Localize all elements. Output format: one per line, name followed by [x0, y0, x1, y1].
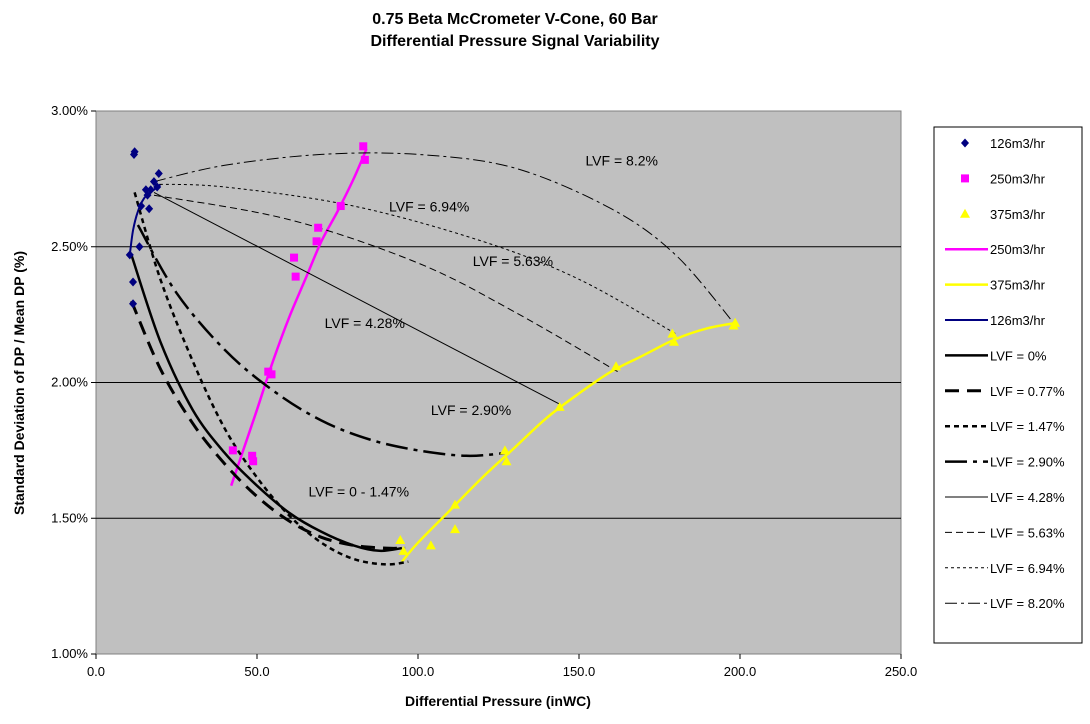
curve-annotations: LVF = 8.2% LVF = 6.94% LVF = 5.63% LVF = 4.…: [309, 152, 658, 499]
legend-label: LVF = 6.94%: [990, 561, 1065, 576]
x-tick-label: 50.0: [244, 664, 269, 679]
series-curve: [130, 254, 403, 553]
grid-lines: [96, 246, 901, 519]
data-point: [129, 299, 138, 309]
legend-label: 375m3/hr: [990, 278, 1046, 293]
data-point: [125, 250, 134, 260]
legend-marker: [961, 174, 969, 183]
data-point: [359, 142, 368, 151]
data-point: [149, 177, 158, 187]
data-point: [154, 168, 163, 178]
data-point: [730, 317, 741, 327]
data-point: [336, 202, 345, 211]
data-point: [450, 524, 461, 534]
legend-label: 126m3/hr: [990, 313, 1046, 328]
y-tick-label: 2.00%: [51, 375, 88, 390]
y-axis-label: Standard Deviation of DP / Mean DP (%): [11, 251, 27, 515]
x-tick-label: 0.0: [87, 664, 105, 679]
series-curve: [133, 192, 409, 566]
series-curve: [153, 191, 560, 405]
curve-annotation: LVF = 6.94%: [389, 198, 469, 214]
data-point: [145, 204, 154, 214]
y-tick-label: 2.50%: [51, 239, 88, 254]
x-axis-label: Differential Pressure (inWC): [405, 693, 591, 709]
data-point: [398, 545, 409, 555]
data-point: [129, 277, 138, 287]
legend-label: LVF = 4.28%: [990, 490, 1065, 505]
x-tick-label: 200.0: [724, 664, 757, 679]
data-point: [130, 147, 139, 157]
y-tick-label: 1.00%: [51, 646, 88, 661]
y-axis-ticks: 1.00% 1.50% 2.00% 2.50% 3.00%: [51, 103, 96, 661]
data-point: [249, 457, 258, 466]
x-tick-label: 150.0: [563, 664, 596, 679]
series-curve: [230, 148, 368, 487]
legend-marker: [960, 208, 970, 218]
data-point: [668, 336, 679, 346]
legend-label: LVF = 5.63%: [990, 525, 1065, 540]
data-point: [290, 253, 299, 262]
curve-annotation: LVF = 0 - 1.47%: [309, 484, 410, 500]
data-point: [667, 328, 678, 338]
chart-title-line2: Differential Pressure Signal Variability: [371, 33, 660, 50]
legend-label: LVF = 8.20%: [990, 596, 1065, 611]
curve-annotation: LVF = 5.63%: [473, 253, 553, 269]
series-curve: [136, 224, 505, 458]
legend-label: LVF = 0%: [990, 348, 1047, 363]
series-markers: [125, 142, 741, 555]
data-point: [312, 237, 321, 246]
legend-box: [933, 126, 1083, 644]
data-point: [137, 201, 146, 211]
curve-annotation: LVF = 8.2%: [585, 152, 658, 168]
series-curve: [153, 183, 676, 335]
legend-label: 250m3/hr: [990, 171, 1046, 186]
x-tick-label: 100.0: [402, 664, 435, 679]
data-point: [228, 446, 237, 455]
data-point: [314, 223, 323, 232]
y-tick-label: 3.00%: [51, 103, 88, 118]
data-point: [248, 451, 257, 460]
data-point: [501, 456, 512, 466]
y-tick-label: 1.50%: [51, 510, 88, 525]
series-curves: [128, 148, 738, 566]
data-point: [135, 242, 144, 252]
data-point: [554, 401, 565, 411]
data-point: [450, 499, 461, 509]
x-tick-label: 250.0: [885, 664, 918, 679]
data-point: [395, 534, 406, 544]
data-point: [611, 361, 622, 371]
legend-label: 126m3/hr: [990, 136, 1046, 151]
data-point: [499, 445, 510, 455]
legend-label: LVF = 1.47%: [990, 419, 1065, 434]
series-curve: [400, 321, 738, 563]
curve-annotation: LVF = 2.90%: [431, 402, 511, 418]
data-point: [425, 540, 436, 550]
legend-label: LVF = 0.77%: [990, 384, 1065, 399]
data-point: [153, 182, 162, 192]
data-point: [143, 190, 152, 200]
data-point: [146, 185, 155, 195]
data-point: [267, 370, 276, 379]
chart-title-line1: 0.75 Beta McCrometer V-Cone, 60 Bar: [372, 11, 657, 28]
legend-label: LVF = 2.90%: [990, 455, 1065, 470]
legend-marker: [961, 138, 969, 148]
x-axis-ticks: 0.0 50.0 100.0 150.0 200.0 250.0: [87, 654, 917, 679]
legend-label: 250m3/hr: [990, 242, 1046, 257]
legend: 126m3/hr 250m3/hr 375m3/hr 250m3/hr 375m3/hr…: [945, 136, 1065, 611]
data-point: [291, 272, 300, 281]
legend-label: 375m3/hr: [990, 207, 1046, 222]
series-curve: [130, 300, 406, 550]
curve-annotation: LVF = 4.28%: [325, 315, 405, 331]
data-point: [360, 155, 369, 164]
